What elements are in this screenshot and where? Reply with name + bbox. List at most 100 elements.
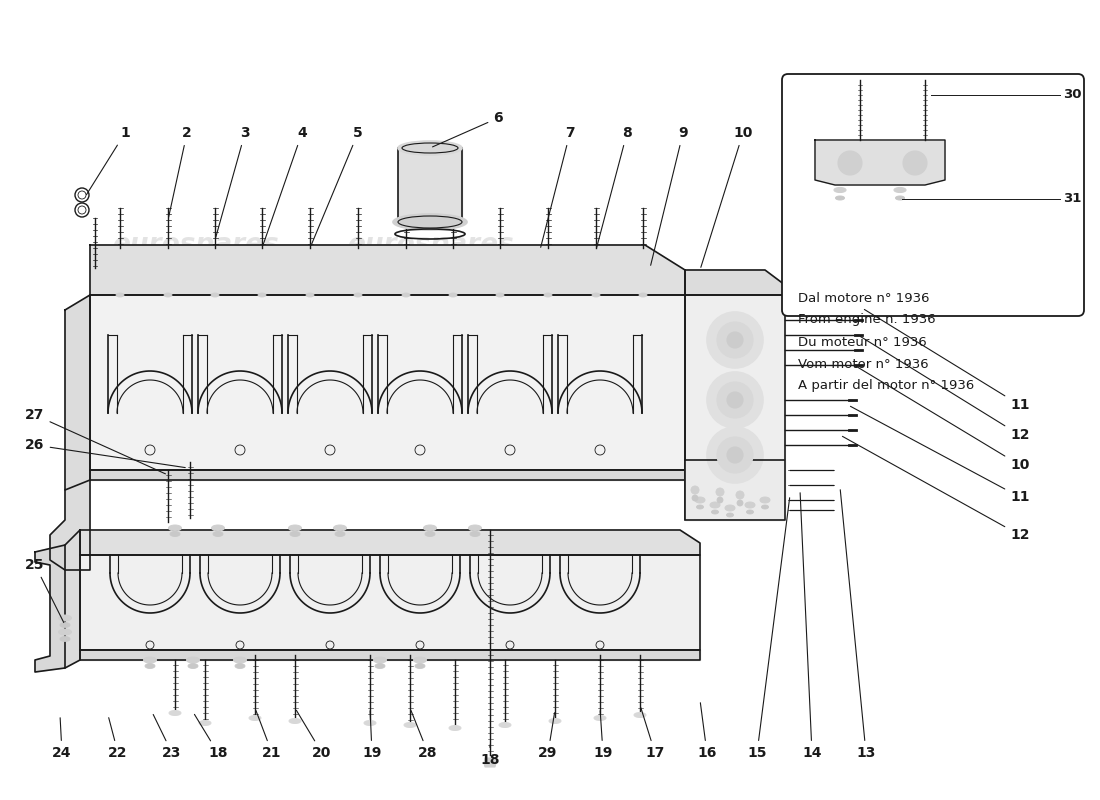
Circle shape xyxy=(727,392,742,408)
Circle shape xyxy=(838,151,862,175)
Ellipse shape xyxy=(894,187,906,193)
Ellipse shape xyxy=(364,721,376,726)
Circle shape xyxy=(736,491,744,499)
Ellipse shape xyxy=(258,293,266,297)
Ellipse shape xyxy=(747,510,754,514)
Circle shape xyxy=(717,322,754,358)
Polygon shape xyxy=(80,555,700,650)
Ellipse shape xyxy=(164,293,172,297)
Circle shape xyxy=(727,447,742,463)
Text: 10: 10 xyxy=(701,126,752,267)
Polygon shape xyxy=(50,480,90,570)
Circle shape xyxy=(737,500,742,506)
Ellipse shape xyxy=(288,525,301,531)
Polygon shape xyxy=(90,295,685,470)
Text: 27: 27 xyxy=(25,408,165,474)
Ellipse shape xyxy=(710,502,720,508)
Ellipse shape xyxy=(895,196,904,200)
Text: 17: 17 xyxy=(641,708,664,760)
Ellipse shape xyxy=(402,293,410,297)
Ellipse shape xyxy=(414,657,427,663)
Text: Dal motore n° 1936: Dal motore n° 1936 xyxy=(798,291,930,305)
Text: eurospares: eurospares xyxy=(111,232,278,258)
Ellipse shape xyxy=(60,622,70,627)
Circle shape xyxy=(717,437,754,473)
Text: 12: 12 xyxy=(860,337,1030,442)
Text: 3: 3 xyxy=(216,126,250,238)
Ellipse shape xyxy=(233,657,246,663)
Text: 16: 16 xyxy=(697,702,717,760)
Polygon shape xyxy=(685,295,785,520)
Text: A partir del motor n° 1936: A partir del motor n° 1936 xyxy=(798,379,975,393)
Circle shape xyxy=(707,372,763,428)
Polygon shape xyxy=(484,758,496,767)
Ellipse shape xyxy=(58,629,72,635)
Ellipse shape xyxy=(712,510,718,514)
Ellipse shape xyxy=(745,502,755,508)
Ellipse shape xyxy=(726,513,734,517)
Ellipse shape xyxy=(211,525,224,531)
Ellipse shape xyxy=(290,531,300,537)
Polygon shape xyxy=(80,650,700,660)
Ellipse shape xyxy=(211,293,219,297)
Text: 20: 20 xyxy=(296,710,332,760)
Text: 13: 13 xyxy=(840,490,876,760)
Ellipse shape xyxy=(834,187,846,193)
Ellipse shape xyxy=(213,531,223,537)
Polygon shape xyxy=(65,530,80,668)
Ellipse shape xyxy=(425,531,435,537)
Text: 24: 24 xyxy=(53,718,72,760)
Text: 4: 4 xyxy=(263,126,307,246)
Text: 5: 5 xyxy=(311,126,363,246)
Ellipse shape xyxy=(306,293,313,297)
Ellipse shape xyxy=(594,715,606,721)
Text: 2: 2 xyxy=(168,126,191,218)
Ellipse shape xyxy=(170,531,180,537)
Ellipse shape xyxy=(375,663,385,669)
Text: 31: 31 xyxy=(1063,193,1081,206)
Circle shape xyxy=(717,382,754,418)
Ellipse shape xyxy=(187,657,199,663)
Ellipse shape xyxy=(374,657,386,663)
Circle shape xyxy=(692,495,698,501)
Text: 30: 30 xyxy=(1063,89,1081,102)
Ellipse shape xyxy=(496,293,504,297)
Polygon shape xyxy=(35,545,65,672)
Polygon shape xyxy=(815,140,945,185)
Ellipse shape xyxy=(696,505,704,509)
Polygon shape xyxy=(90,470,685,480)
Text: 26: 26 xyxy=(25,438,185,467)
Text: Vom motor n° 1936: Vom motor n° 1936 xyxy=(798,358,928,370)
Ellipse shape xyxy=(549,718,561,723)
Ellipse shape xyxy=(116,293,124,297)
Text: 29: 29 xyxy=(538,713,558,760)
Text: 9: 9 xyxy=(651,126,688,266)
Ellipse shape xyxy=(168,525,182,531)
Text: 14: 14 xyxy=(800,493,822,760)
Text: 15: 15 xyxy=(747,498,790,760)
Polygon shape xyxy=(685,270,785,295)
Ellipse shape xyxy=(333,525,346,531)
Ellipse shape xyxy=(424,525,437,531)
Ellipse shape xyxy=(634,713,646,718)
Ellipse shape xyxy=(58,615,72,621)
Ellipse shape xyxy=(725,505,735,511)
Ellipse shape xyxy=(760,497,770,503)
Text: 19: 19 xyxy=(362,710,382,760)
Ellipse shape xyxy=(188,663,198,669)
Ellipse shape xyxy=(544,293,552,297)
Text: 28: 28 xyxy=(411,710,438,760)
Circle shape xyxy=(707,427,763,483)
Text: 22: 22 xyxy=(108,718,128,760)
Ellipse shape xyxy=(60,637,70,642)
Ellipse shape xyxy=(199,721,211,726)
Ellipse shape xyxy=(470,531,480,537)
Ellipse shape xyxy=(404,722,416,727)
Text: 18: 18 xyxy=(481,745,499,767)
Ellipse shape xyxy=(761,505,769,509)
Ellipse shape xyxy=(695,497,705,503)
Text: eurospares: eurospares xyxy=(346,232,514,258)
Circle shape xyxy=(727,332,742,348)
Ellipse shape xyxy=(499,722,512,727)
Text: 1: 1 xyxy=(87,126,130,194)
